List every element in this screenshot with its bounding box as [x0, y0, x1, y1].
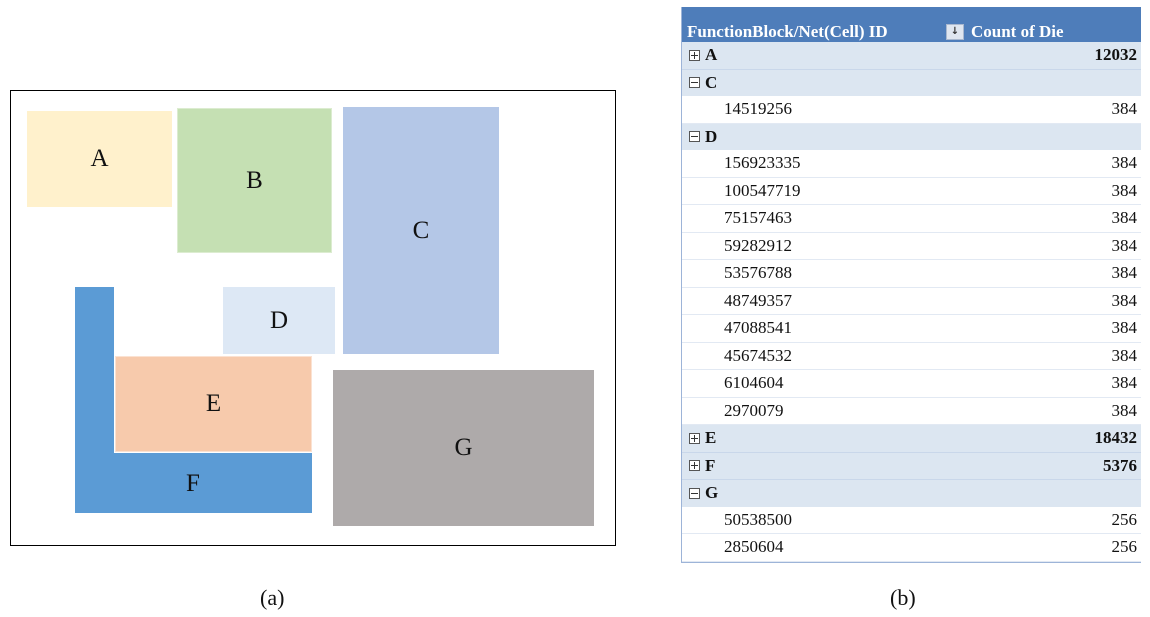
net-cell-id: 6104604	[724, 373, 784, 393]
net-cell-id: 2850604	[724, 537, 784, 557]
net-cell-id: 48749357	[724, 290, 792, 310]
block-f-label: F	[186, 470, 200, 497]
count-value: 384	[1111, 208, 1138, 228]
pivot-group-row[interactable]: A 12032	[682, 42, 1141, 69]
block-f-horizontal	[75, 453, 312, 513]
count-value: 384	[1111, 263, 1138, 283]
count-value: 18432	[1094, 428, 1138, 448]
block-a-label: A	[90, 145, 109, 172]
block-a: A	[27, 111, 172, 207]
pivot-body: A 12032 C 14519256 384 D 156923335 384 100547719…	[682, 42, 1141, 562]
group-name: G	[705, 483, 719, 503]
block-b: B	[177, 108, 332, 253]
collapse-icon[interactable]	[689, 131, 700, 143]
header-row-labels[interactable]: FunctionBlock/Net(Cell) ID	[687, 22, 888, 41]
count-value: 384	[1111, 373, 1138, 393]
count-value: 384	[1111, 99, 1138, 119]
expand-icon[interactable]	[689, 432, 700, 444]
header-count-of-die[interactable]: Count of Die	[971, 22, 1064, 41]
pivot-item-row: 2970079 384	[682, 397, 1141, 425]
count-value: 384	[1111, 290, 1138, 310]
net-cell-id: 156923335	[724, 153, 801, 173]
pivot-group-row[interactable]: F 5376	[682, 451, 1141, 479]
block-d: D	[223, 287, 335, 354]
pivot-item-row: 2850604 256	[682, 534, 1141, 562]
expand-icon[interactable]	[689, 460, 700, 472]
net-cell-id: 47088541	[724, 318, 792, 338]
pivot-item-row: 14519256 384	[682, 96, 1141, 124]
count-value: 256	[1111, 509, 1138, 529]
pivot-item-row: 53576788 384	[682, 260, 1141, 288]
net-cell-id: 59282912	[724, 235, 792, 255]
caption-b: (b)	[890, 585, 916, 610]
pivot-item-row: 75157463 384	[682, 205, 1141, 233]
net-cell-id: 45674532	[724, 345, 792, 365]
expand-icon[interactable]	[689, 49, 700, 61]
pivot-item-row: 100547719 384	[682, 177, 1141, 205]
group-name: D	[705, 126, 718, 146]
pivot-group-row[interactable]: C	[682, 68, 1141, 96]
pivot-group-row[interactable]: D	[682, 123, 1141, 150]
count-value: 384	[1111, 180, 1138, 200]
pivot-item-row: 48749357 384	[682, 287, 1141, 315]
group-name: E	[705, 428, 717, 448]
net-cell-id: 75157463	[724, 208, 792, 228]
pivot-item-row: 50538500 256	[682, 506, 1141, 534]
count-value: 256	[1111, 537, 1138, 557]
group-name: C	[705, 72, 718, 92]
block-e-label: E	[205, 390, 222, 417]
pivot-group-row[interactable]: E 18432	[682, 425, 1141, 452]
net-cell-id: 53576788	[724, 263, 792, 283]
block-c-label: C	[412, 216, 430, 244]
block-d-label: D	[269, 306, 289, 334]
pivot-item-row: 6104604 384	[682, 370, 1141, 398]
pivot-table: FunctionBlock/Net(Cell) ID ↓ Count of Di…	[681, 7, 1141, 563]
net-cell-id: 100547719	[724, 180, 801, 200]
count-value: 5376	[1103, 455, 1137, 475]
caption-a: (a)	[260, 585, 285, 610]
count-value: 384	[1111, 400, 1138, 420]
count-value: 384	[1111, 153, 1138, 173]
count-value: 12032	[1094, 45, 1138, 65]
group-name: F	[705, 455, 716, 475]
pivot-item-row: 45674532 384	[682, 342, 1141, 370]
pivot-item-row: 59282912 384	[682, 232, 1141, 260]
collapse-icon[interactable]	[689, 487, 700, 499]
net-cell-id: 2970079	[724, 400, 784, 420]
pivot-item-row: 156923335 384	[682, 150, 1141, 178]
count-value: 384	[1111, 345, 1138, 365]
block-c: C	[343, 107, 499, 354]
count-value: 384	[1111, 235, 1138, 255]
pivot-item-row: 47088541 384	[682, 315, 1141, 343]
pivot-group-row[interactable]: G	[682, 479, 1141, 507]
collapse-icon[interactable]	[689, 77, 700, 89]
pivot-header-row: FunctionBlock/Net(Cell) ID ↓ Count of Di…	[682, 7, 1141, 42]
net-cell-id: 50538500	[724, 509, 792, 529]
block-e: E	[115, 356, 312, 452]
net-cell-id: 14519256	[724, 99, 792, 119]
floorplan-diagram: A B C D F E G	[10, 90, 616, 546]
block-g-label: G	[454, 434, 473, 461]
sort-filter-icon[interactable]: ↓	[946, 24, 964, 40]
group-name: A	[705, 45, 718, 65]
block-b-label: B	[246, 166, 263, 194]
block-g: G	[333, 370, 594, 526]
count-value: 384	[1111, 318, 1138, 338]
